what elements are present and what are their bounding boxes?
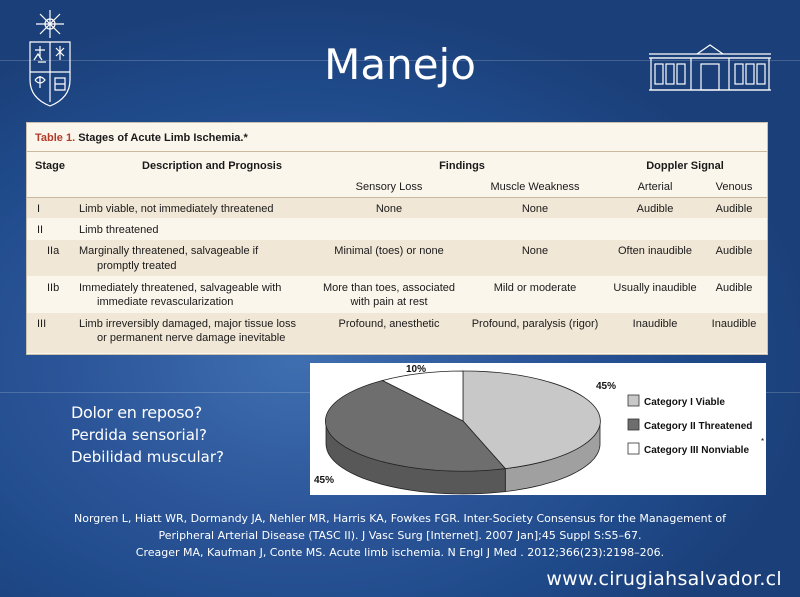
row-description-continued: immediate revascularization — [97, 296, 234, 308]
row-description: Immediately threatened, salvageable with — [79, 282, 282, 294]
row-stage: III — [37, 318, 47, 330]
pie-slice — [381, 370, 464, 422]
row-venous: Inaudible — [711, 318, 757, 330]
pie-data-label: 45% — [314, 475, 334, 486]
table-caption-text: Stages of Acute Limb Ischemia.* — [78, 132, 248, 144]
clinical-questions: Dolor en reposo? Perdida sensorial? Debi… — [71, 402, 224, 468]
row-muscle-weakness: None — [521, 245, 549, 257]
row-muscle-weakness: None — [521, 203, 549, 215]
question-pain-at-rest: Dolor en reposo? — [71, 403, 202, 422]
table-caption: Table 1. Stages of Acute Limb Ischemia.* — [35, 132, 248, 144]
row-arterial: Audible — [636, 203, 674, 215]
table-rule — [27, 197, 767, 198]
pie-chart: 45% 45% 10% Category I Viable Category II Th… — [314, 364, 764, 495]
row-stage: IIb — [47, 282, 60, 294]
row-muscle-weakness: Profound, paralysis (rigor) — [471, 318, 599, 330]
background-line — [0, 60, 800, 61]
row-arterial: Usually inaudible — [613, 282, 697, 294]
legend-swatch — [627, 442, 640, 455]
row-sensory-loss: More than toes, associated — [322, 282, 456, 294]
table-caption-number: Table 1. — [35, 132, 76, 144]
row-arterial: Inaudible — [632, 318, 678, 330]
reference-line: Creager MA, Kaufman J, Conte MS. Acute l… — [135, 546, 665, 559]
reference-line: Norgren L, Hiatt WR, Dormandy JA, Nehler… — [74, 512, 726, 525]
row-sensory-loss: Profound, anesthetic — [338, 318, 440, 330]
row-description: Limb irreversibly damaged, major tissue … — [79, 318, 297, 330]
row-stage: I — [37, 203, 41, 215]
table-row-band — [27, 198, 767, 218]
row-description: Limb viable, not immediately threatened — [79, 203, 274, 215]
pie-data-label: 10% — [406, 364, 426, 375]
legend-swatch — [627, 394, 640, 407]
pie-slice — [462, 370, 601, 470]
legend-swatch — [627, 418, 640, 431]
question-sensory-loss: Perdida sensorial? — [71, 426, 208, 444]
pie-slice — [325, 380, 507, 472]
header-muscle-weakness: Muscle Weakness — [490, 181, 580, 193]
header-description: Description and Prognosis — [142, 160, 282, 172]
question-muscle-weakness: Debilidad muscular? — [71, 448, 224, 466]
table-row-band — [27, 313, 767, 353]
legend-label: Category II Threatened — [644, 421, 752, 432]
row-stage: II — [37, 224, 44, 236]
pie-data-label: 45% — [596, 381, 616, 392]
row-venous: Audible — [715, 282, 753, 294]
header-doppler: Doppler Signal — [646, 160, 724, 172]
table-row-band — [27, 240, 767, 276]
row-description-continued: or permanent nerve damage inevitable — [97, 332, 286, 344]
legend-label: Category III Nonviable — [644, 445, 749, 456]
row-description: Marginally threatened, salvageable if — [79, 245, 259, 257]
references: Norgren L, Hiatt WR, Dormandy JA, Nehler… — [0, 510, 800, 561]
pie-chart-panel: 45% 45% 10% Category I Viable Category II Th… — [310, 363, 766, 495]
header-sensory-loss: Sensory Loss — [355, 181, 423, 193]
row-description-continued: promptly treated — [97, 260, 177, 272]
slide-title: Manejo — [324, 40, 476, 89]
row-sensory-loss: None — [375, 203, 403, 215]
row-muscle-weakness: Mild or moderate — [493, 282, 577, 294]
row-stage: IIa — [47, 245, 60, 257]
header-findings: Findings — [439, 160, 485, 172]
header-stage: Stage — [35, 160, 65, 172]
row-arterial: Often inaudible — [618, 245, 692, 257]
table-rule — [27, 151, 767, 152]
acute-limb-ischemia-table: Table 1. Stages of Acute Limb Ischemia.*… — [26, 122, 768, 355]
website-url: www.cirugiahsalvador.cl — [546, 568, 782, 590]
row-sensory-loss-continued: with pain at rest — [350, 296, 428, 308]
header-arterial: Arterial — [637, 181, 673, 193]
legend-footnote-mark: * — [761, 437, 764, 446]
hospital-building-logo — [649, 44, 771, 91]
header-venous: Venous — [715, 181, 753, 193]
university-crest-logo — [29, 10, 71, 107]
legend-label: Category I Viable — [644, 397, 725, 408]
row-venous: Audible — [715, 203, 753, 215]
row-sensory-loss: Minimal (toes) or none — [334, 245, 444, 257]
reference-line: Peripheral Arterial Disease (TASC II). J… — [158, 529, 642, 542]
row-description: Limb threatened — [79, 224, 159, 236]
row-venous: Audible — [715, 245, 753, 257]
